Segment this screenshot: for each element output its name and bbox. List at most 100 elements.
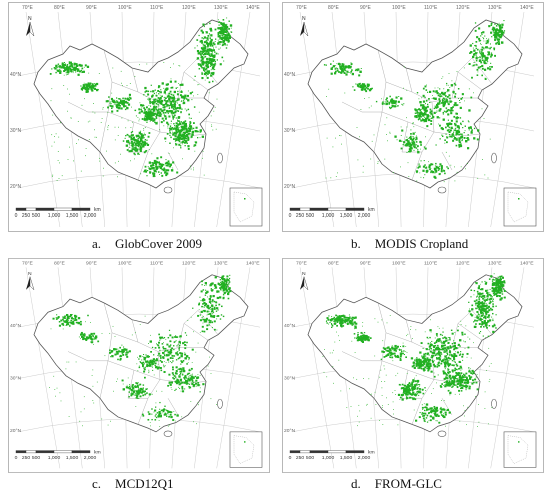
cropland-patch: [132, 134, 134, 136]
cropland-patch: [146, 364, 149, 366]
cropland-patch: [458, 131, 460, 133]
cropland-patch: [199, 130, 202, 133]
cropland-patch: [502, 31, 505, 34]
cropland-patch: [480, 293, 483, 295]
cropland-patch: [212, 44, 214, 46]
cropland-patch: [494, 293, 498, 296]
cropland-patch: [164, 90, 166, 92]
cropland-patch: [123, 101, 126, 104]
cropland-patch: [500, 33, 502, 36]
cropland-patch: [405, 389, 407, 392]
cropland-patch: [210, 34, 213, 37]
scale-segment: [345, 207, 365, 211]
cropland-patch: [137, 382, 139, 384]
cropland-patch: [358, 83, 361, 86]
cropland-patch: [468, 88, 470, 90]
cropland-patch: [197, 382, 200, 384]
cropland-patch: [166, 415, 168, 417]
cropland-patch: [213, 64, 216, 67]
cropland-patch: [452, 345, 455, 348]
longitude-label: 80°E: [328, 261, 340, 267]
cropland-patch: [182, 135, 185, 138]
cropland-patch: [159, 366, 162, 369]
cropland-patch: [476, 311, 479, 313]
cropland-patch: [191, 133, 194, 136]
cropland-patch: [116, 105, 119, 109]
cropland-patch: [179, 83, 182, 86]
cropland-patch: [140, 387, 142, 390]
cropland-patch: [73, 320, 75, 322]
cropland-patch: [72, 66, 74, 68]
cropland-patch: [450, 354, 453, 356]
cropland-patch: [412, 146, 414, 148]
cropland-patch: [138, 118, 140, 120]
cropland-patch: [172, 115, 175, 118]
cropland-patch: [437, 94, 440, 97]
cropland-patch: [168, 382, 170, 384]
cropland-patch: [204, 285, 205, 286]
cropland-patch: [469, 370, 471, 373]
cropland-patch: [456, 386, 459, 389]
cropland-patch: [224, 30, 226, 33]
cropland-patch: [477, 306, 480, 309]
cropland-patch: [165, 101, 167, 103]
cropland-patch: [461, 139, 463, 141]
cropland-patch: [125, 144, 128, 147]
cropland-patch: [455, 346, 458, 350]
cropland-patch: [468, 310, 471, 313]
cropland-patch: [205, 51, 207, 53]
cropland-patch: [437, 168, 439, 170]
cropland-patch: [433, 349, 435, 351]
cropland-patch: [110, 97, 113, 100]
cropland-patch: [52, 175, 53, 177]
cropland-patch: [450, 122, 453, 126]
cropland-patch: [478, 313, 480, 316]
cropland-patch: [213, 284, 217, 287]
cropland-patch: [188, 369, 191, 372]
china-boundary: [307, 274, 523, 433]
cropland-patch: [405, 390, 409, 393]
cropland-patch: [116, 109, 119, 112]
cropland-patch: [139, 111, 141, 113]
cropland-patch: [86, 65, 90, 68]
cropland-patch: [91, 84, 93, 87]
longitude-label: 120°E: [182, 5, 196, 11]
cropland-patch: [196, 130, 198, 133]
cropland-patch: [439, 354, 441, 356]
cropland-patch: [51, 68, 53, 70]
cropland-patch: [221, 285, 224, 287]
cropland-patch: [161, 336, 163, 339]
cropland-patch: [64, 315, 66, 318]
cropland-layer: [49, 274, 232, 428]
cropland-patch: [139, 148, 141, 150]
cropland-patch: [356, 69, 359, 72]
cropland-patch: [173, 117, 175, 118]
cropland-patch: [174, 114, 176, 117]
cropland-patch: [424, 111, 426, 113]
cropland-patch: [481, 46, 484, 49]
cropland-patch: [165, 89, 168, 91]
cropland-patch: [181, 133, 184, 135]
cropland-patch: [486, 291, 489, 295]
cropland-patch: [476, 300, 478, 302]
cropland-patch: [79, 323, 82, 326]
cropland-patch: [461, 133, 463, 136]
cropland-patch: [470, 127, 472, 130]
china-boundary: [33, 274, 249, 433]
cropland-patch: [175, 352, 178, 355]
cropland-patch: [424, 387, 426, 389]
cropland-patch: [147, 109, 149, 111]
cropland-patch: [155, 171, 158, 173]
cropland-patch: [59, 71, 62, 74]
cropland-patch: [150, 359, 152, 361]
cropland-patch: [189, 125, 193, 128]
cropland-patch: [220, 286, 223, 288]
longitude-label: 110°E: [424, 261, 438, 267]
cropland-patch: [464, 100, 465, 102]
cropland-patch: [414, 385, 415, 387]
cropland-patch: [160, 357, 162, 359]
cropland-patch: [407, 142, 409, 144]
longitude-label: 80°E: [54, 5, 66, 11]
longitude-line: [216, 267, 251, 469]
cropland-patch: [449, 337, 451, 339]
